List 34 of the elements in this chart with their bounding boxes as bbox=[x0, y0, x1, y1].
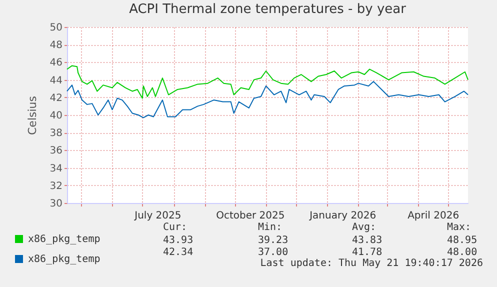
y-axis-title: Celsius bbox=[26, 96, 39, 135]
y-tick-label: 38 bbox=[50, 128, 62, 140]
text: 48.95 bbox=[447, 235, 478, 247]
text: Min: bbox=[258, 222, 282, 234]
x-tick-label: January 2026 bbox=[308, 210, 376, 222]
y-tick-label: 50 bbox=[50, 22, 62, 34]
text: 37.00 bbox=[258, 247, 288, 258]
text: Cur: bbox=[163, 222, 188, 234]
text: 39.23 bbox=[258, 235, 288, 247]
legend-label: x86_pkg_temp bbox=[28, 254, 100, 265]
chart-title: ACPI Thermal zone temperatures - by year bbox=[129, 2, 407, 17]
text: Last update: Thu May 21 19:40:17 2026 bbox=[260, 258, 483, 270]
y-tick-label: 30 bbox=[50, 198, 62, 210]
y-tick-label: 40 bbox=[50, 110, 62, 122]
y-tick-label: 32 bbox=[50, 180, 62, 192]
text: Avg: bbox=[352, 222, 376, 234]
y-tick-label: 42 bbox=[50, 92, 62, 104]
y-tick-label: 48 bbox=[50, 40, 62, 52]
text: 43.83 bbox=[352, 235, 382, 247]
legend-label: x86_pkg_temp bbox=[28, 234, 100, 245]
line-series bbox=[66, 65, 468, 99]
text: 48.00 bbox=[447, 247, 478, 258]
text: 43.93 bbox=[163, 235, 194, 247]
text: 41.78 bbox=[352, 247, 382, 258]
text: 42.34 bbox=[163, 247, 194, 259]
text: Max: bbox=[447, 222, 472, 234]
y-tick-label: 46 bbox=[50, 58, 62, 69]
y-tick-label: 36 bbox=[50, 146, 62, 157]
line-series bbox=[66, 81, 468, 118]
y-tick-label: 34 bbox=[50, 163, 62, 174]
x-tick-label: October 2025 bbox=[216, 210, 285, 222]
x-tick-label: April 2026 bbox=[408, 210, 460, 222]
x-tick-label: July 2025 bbox=[134, 210, 182, 222]
y-tick-label: 44 bbox=[50, 75, 62, 86]
